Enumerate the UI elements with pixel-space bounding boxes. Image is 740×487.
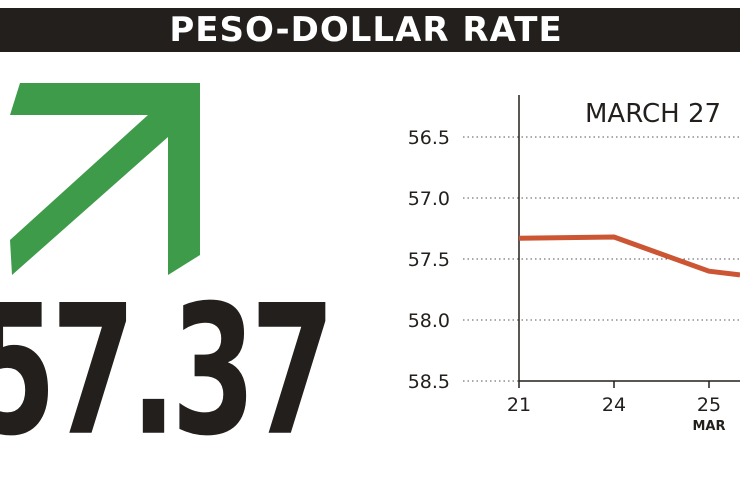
- current-rate: 57.37: [0, 266, 335, 476]
- y-tick-label: 57.0: [408, 188, 450, 210]
- y-tick-label: 57.5: [408, 249, 450, 271]
- series-line: [518, 234, 740, 278]
- y-tick-label: 58.0: [408, 310, 450, 332]
- x-group-label: MAR: [692, 419, 725, 434]
- y-tick-label: 56.5: [408, 127, 450, 149]
- up-arrow-icon: [0, 80, 205, 275]
- header-title: PESO-DOLLAR RATE: [169, 10, 563, 50]
- chart-title: MARCH 27: [585, 99, 721, 129]
- x-tick-label: 21: [507, 394, 531, 416]
- y-tick-label: 58.5: [408, 371, 450, 393]
- header-bar: PESO-DOLLAR RATE: [0, 8, 740, 52]
- x-tick-label: 24: [602, 394, 626, 416]
- x-tick-label: 25: [697, 394, 721, 416]
